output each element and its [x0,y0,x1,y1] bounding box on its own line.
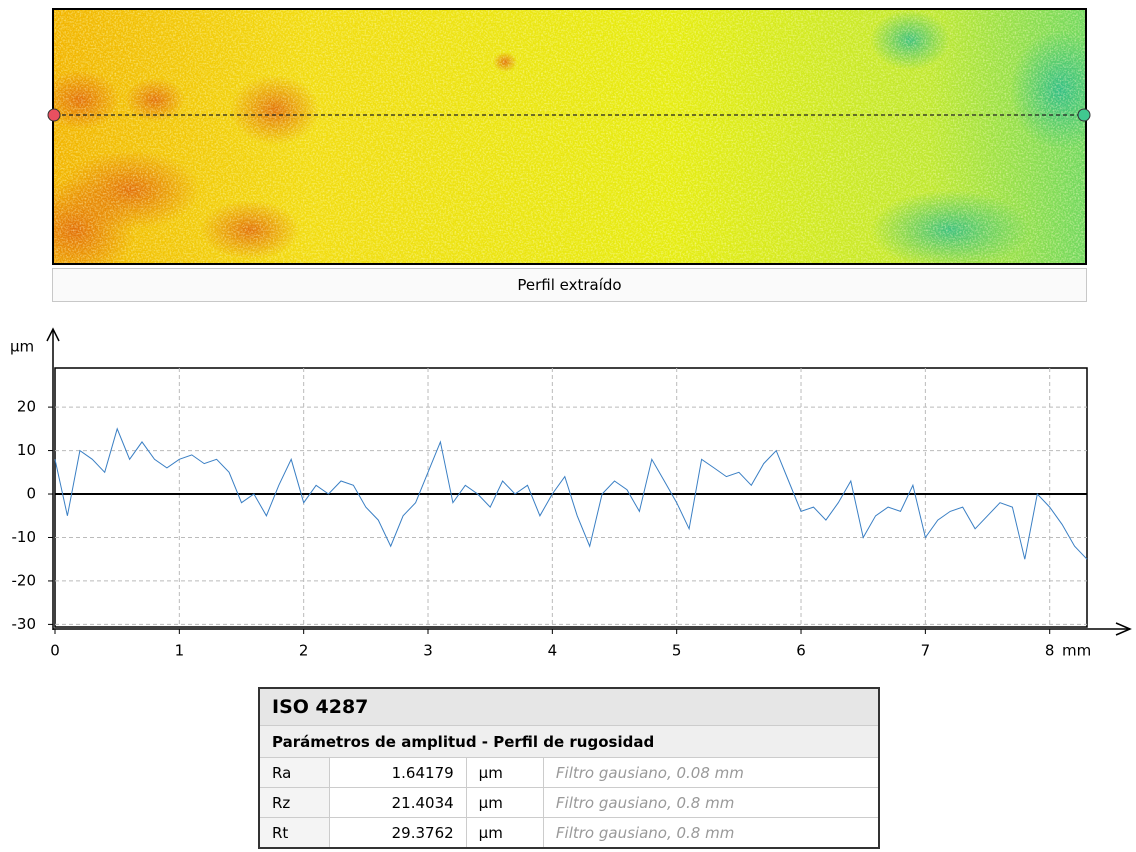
x-tick-label: 6 [796,642,806,660]
table-title: ISO 4287 [259,688,879,726]
profile-chart: µm mm -30 -20 -10 0 10 20 0 1 2 3 4 5 6 7 8 [0,325,1136,665]
parameter-value: 29.3762 [329,818,466,849]
x-tick-label: 2 [299,642,309,660]
app: Perfil extraído µm mm -30 -20 -10 0 10 20 0 1 2 3… [0,0,1136,852]
y-tick-label: -20 [12,571,37,589]
parameter-name: Ra [259,758,329,788]
parameter-unit: µm [466,758,543,788]
extract-profile-button[interactable]: Perfil extraído [52,268,1087,302]
y-tick-label: 20 [17,398,36,416]
parameters-table: ISO 4287 Parámetros de amplitud - Perfil… [258,687,880,849]
x-tick-label: 1 [175,642,185,660]
parameter-unit: µm [466,788,543,818]
y-tick-label: -10 [12,528,37,546]
x-tick-label: 4 [548,642,558,660]
x-tick-label: 8 [1045,642,1055,660]
parameter-note: Filtro gausiano, 0.08 mm [543,758,879,788]
parameter-note: Filtro gausiano, 0.8 mm [543,788,879,818]
parameter-name: Rt [259,818,329,849]
parameter-value: 1.64179 [329,758,466,788]
y-tick-label: -30 [12,615,37,633]
parameter-value: 21.4034 [329,788,466,818]
x-tick-label: 3 [423,642,433,660]
parameter-note: Filtro gausiano, 0.8 mm [543,818,879,849]
height-map [0,0,1136,266]
y-axis-label: µm [10,338,34,356]
y-tick-label: 0 [26,485,36,503]
x-axis-unit: mm [1062,642,1091,660]
parameter-name: Rz [259,788,329,818]
table-subtitle: Parámetros de amplitud - Perfil de rugos… [259,726,879,758]
y-tick-label: 10 [17,441,36,459]
x-tick-label: 0 [50,642,60,660]
x-tick-label: 7 [921,642,931,660]
x-tick-label: 5 [672,642,682,660]
parameter-unit: µm [466,818,543,849]
